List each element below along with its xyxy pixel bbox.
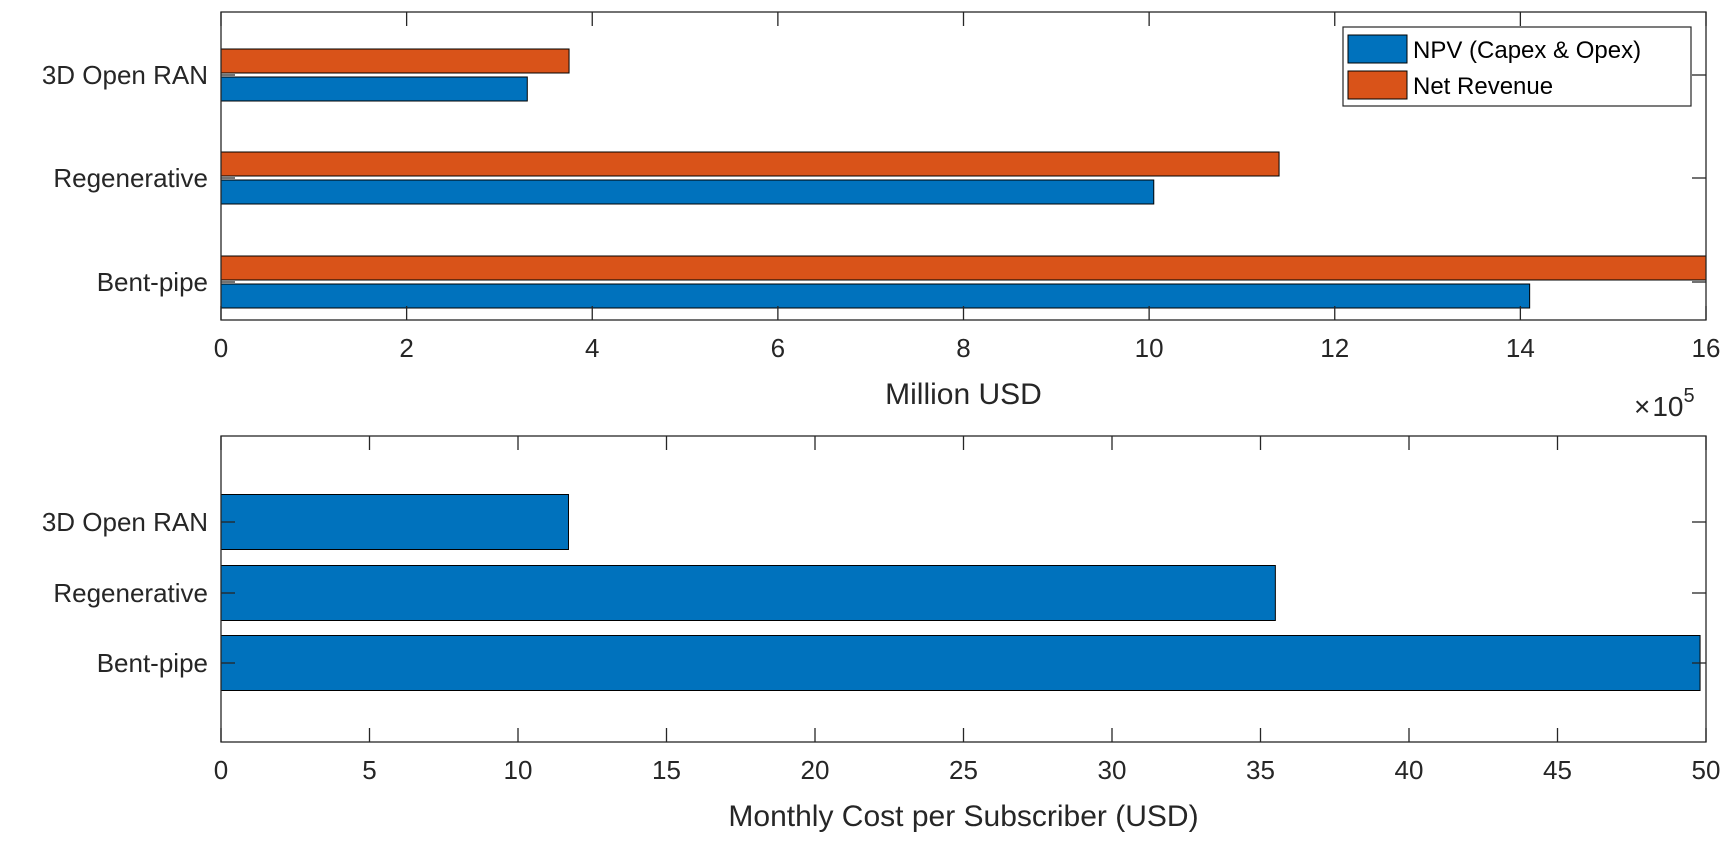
bar-monthly-cost-per-subscriber-bent-pipe (220, 635, 1701, 691)
x-axis-exponent: ×105 (1634, 385, 1695, 422)
legend-label-npv-capex-opex: NPV (Capex & Opex) (1413, 37, 1641, 64)
bar-net-revenue-3d-open-ran (220, 48, 570, 74)
x-tick-label: 10 (504, 755, 533, 785)
x-tick-label: 8 (956, 333, 970, 363)
x-tick-label: 0 (214, 755, 228, 785)
bar-monthly-cost-per-subscriber-regenerative (220, 565, 1276, 621)
y-tick-label-regenerative: Regenerative (53, 163, 208, 193)
bar-net-revenue-regenerative (220, 151, 1280, 177)
bar-npv-capex-opex-bent-pipe (220, 283, 1531, 309)
bar-net-revenue-bent-pipe (220, 255, 1707, 281)
bar-monthly-cost-per-subscriber-3d-open-ran (220, 494, 569, 550)
x-tick-label: 6 (771, 333, 785, 363)
y-tick-label-3d-open-ran: 3D Open RAN (42, 60, 208, 90)
y-tick-label-bent-pipe: Bent-pipe (97, 648, 208, 678)
legend-swatch-net-revenue (1347, 70, 1408, 100)
x-axis-label: Monthly Cost per Subscriber (USD) (728, 800, 1198, 833)
x-axis-label: Million USD (885, 378, 1042, 411)
bar-npv-capex-opex-regenerative (220, 179, 1155, 205)
x-tick-label: 10 (1135, 333, 1164, 363)
x-tick-label: 4 (585, 333, 599, 363)
exponent-times: × (1634, 391, 1650, 422)
bottom-chart-monthly-cost: 0 5 10 15 20 25 30 35 40 45 50 Bent-pipe Regenerativ… (42, 435, 1721, 833)
x-tick-label: 35 (1246, 755, 1275, 785)
top-chart-npv-revenue: 0 2 4 6 8 10 12 14 16 Bent-pipe Regenerative 3D Ope… (42, 11, 1721, 422)
x-tick-label: 30 (1098, 755, 1127, 785)
legend-swatch-npv-capex-opex (1347, 34, 1408, 64)
x-tick-label: 45 (1543, 755, 1572, 785)
legend-label-net-revenue: Net Revenue (1413, 73, 1553, 100)
x-tick-label: 40 (1395, 755, 1424, 785)
x-tick-label: 12 (1320, 333, 1349, 363)
x-tick-label: 16 (1692, 333, 1721, 363)
x-tick-label: 50 (1692, 755, 1721, 785)
y-tick-label-bent-pipe: Bent-pipe (97, 267, 208, 297)
x-tick-label: 0 (214, 333, 228, 363)
x-tick-label: 25 (949, 755, 978, 785)
x-tick-label: 15 (652, 755, 681, 785)
legend: NPV (Capex & Opex) Net Revenue (1342, 26, 1692, 107)
bar-npv-capex-opex-3d-open-ran (220, 76, 528, 102)
x-tick-label: 20 (801, 755, 830, 785)
x-tick-label: 5 (362, 755, 376, 785)
x-tick-label: 2 (399, 333, 413, 363)
exponent-base: 10 (1652, 391, 1683, 422)
exponent-power: 5 (1684, 385, 1695, 407)
x-tick-label: 14 (1506, 333, 1535, 363)
y-tick-label-regenerative: Regenerative (53, 578, 208, 608)
y-tick-label-3d-open-ran: 3D Open RAN (42, 507, 208, 537)
